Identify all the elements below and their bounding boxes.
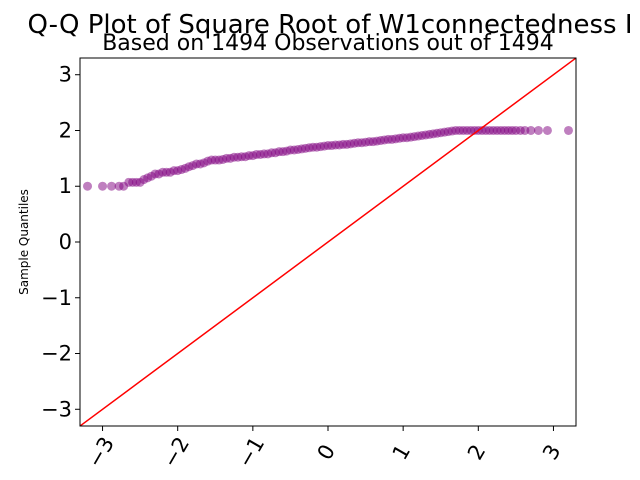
data-point-0 [83,181,93,191]
y-axis-label: Sample Quantiles [17,189,31,295]
data-point-2 [107,181,117,191]
reference-line-layer [80,58,576,426]
y-tick-label-0: −3 [41,397,72,421]
x-tick-label-3: 0 [313,440,340,464]
data-point-113 [542,125,552,135]
y-tick-label-2: −1 [41,286,72,310]
y-tick-label-3: 0 [59,230,72,254]
chart-title: Q-Q Plot of Square Root of W1connectedne… [27,10,632,40]
data-point-1 [98,181,108,191]
data-point-114 [563,125,573,135]
y-axis: −3 −2 −1 0 1 2 3 [41,63,80,421]
y-tick-label-5: 2 [59,118,72,142]
data-point-112 [533,125,543,135]
chart-subtitle: Based on 1494 Observations out of 1494 [102,31,554,56]
x-tick-label-0: −3 [83,433,119,472]
x-axis: −3 −2 −1 0 1 2 3 [83,426,565,472]
y-tick-label-6: 3 [59,63,72,87]
x-tick-label-6: 3 [538,440,565,464]
y-tick-label-4: 1 [59,174,72,198]
x-tick-label-2: −1 [233,433,269,472]
x-tick-label-4: 1 [388,440,415,464]
reference-line [80,58,576,426]
x-tick-label-1: −2 [158,433,194,472]
x-tick-label-5: 2 [463,440,490,464]
data-point-111 [526,125,536,135]
y-tick-label-1: −2 [41,342,72,366]
data-points [83,125,573,191]
